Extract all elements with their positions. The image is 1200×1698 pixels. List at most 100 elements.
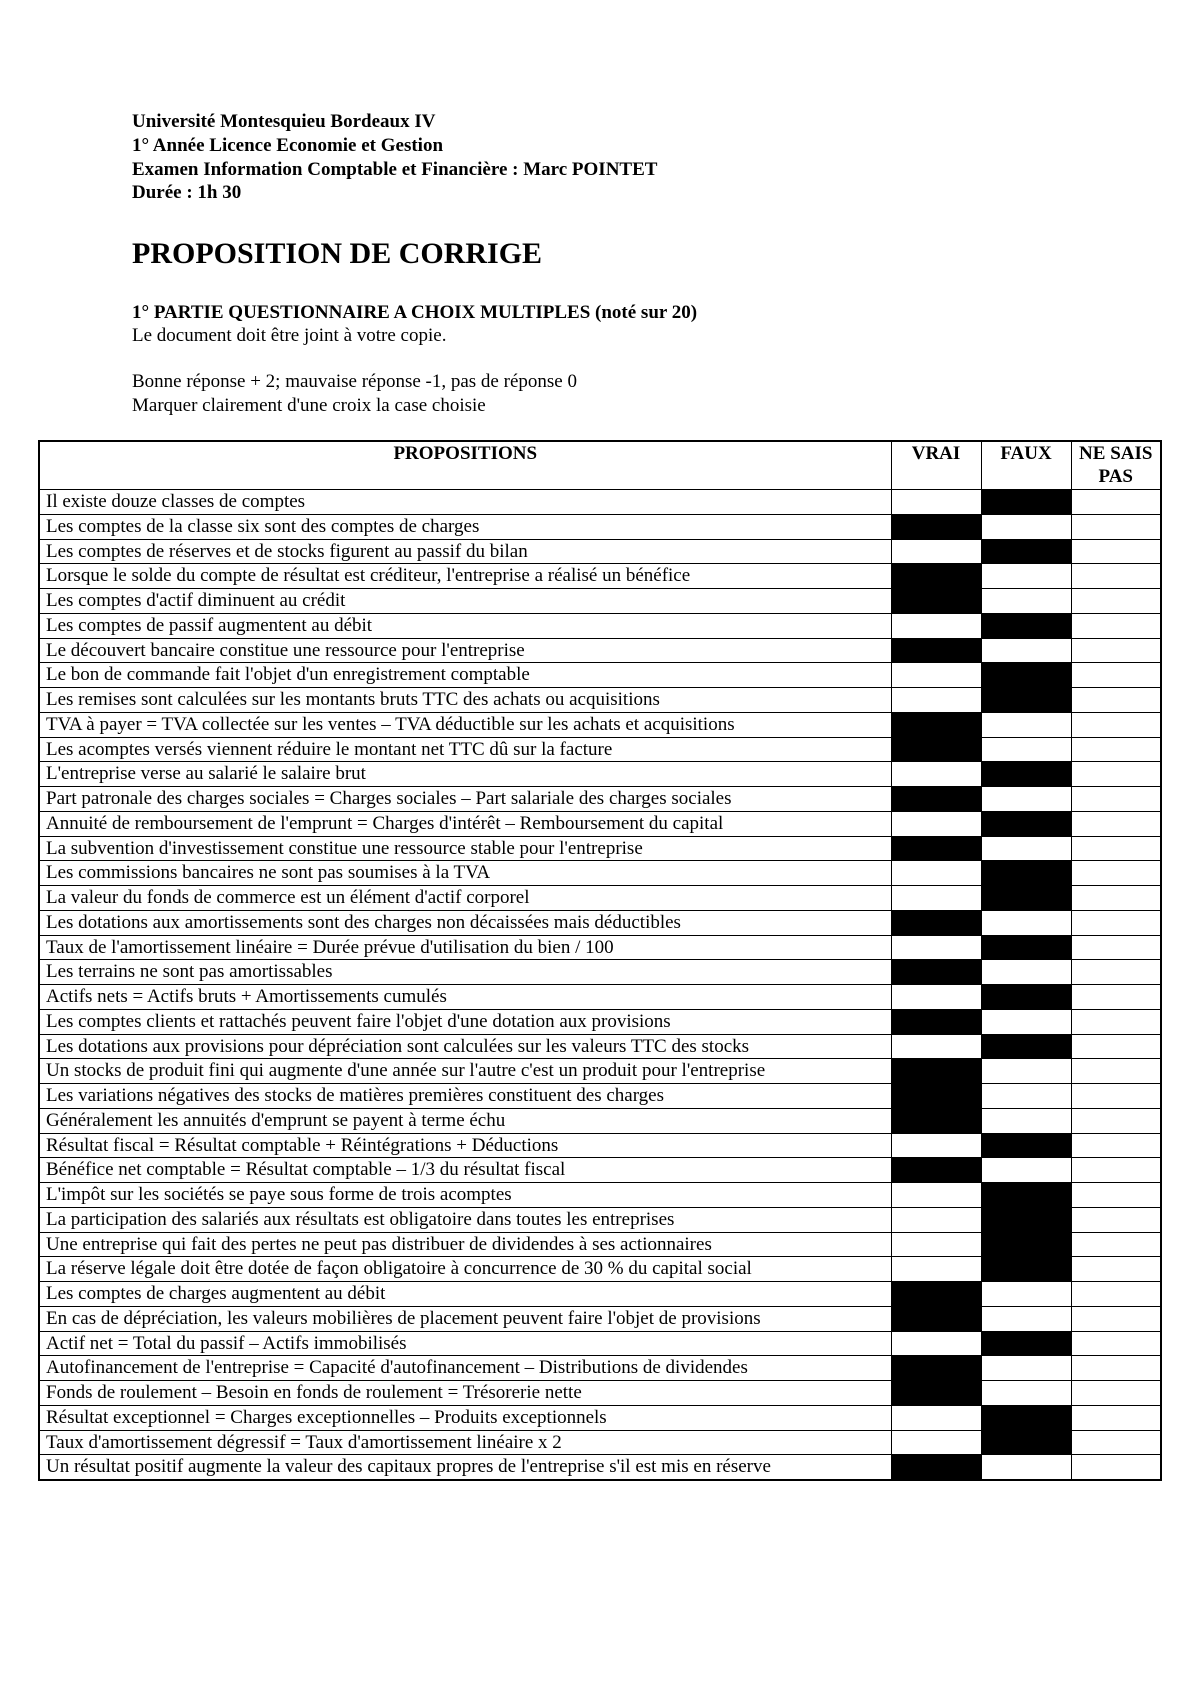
answer-cell-nesaispas[interactable] (1071, 1455, 1161, 1480)
answer-cell-vrai[interactable] (891, 613, 981, 638)
answer-cell-nesaispas[interactable] (1071, 564, 1161, 589)
answer-cell-faux[interactable] (981, 737, 1071, 762)
answer-cell-faux[interactable] (981, 712, 1071, 737)
answer-cell-vrai[interactable] (891, 1183, 981, 1208)
answer-cell-faux[interactable] (981, 1430, 1071, 1455)
answer-cell-vrai[interactable] (891, 712, 981, 737)
answer-cell-faux[interactable] (981, 688, 1071, 713)
answer-cell-faux[interactable] (981, 1059, 1071, 1084)
answer-cell-nesaispas[interactable] (1071, 1331, 1161, 1356)
answer-cell-nesaispas[interactable] (1071, 1034, 1161, 1059)
answer-cell-vrai[interactable] (891, 1455, 981, 1480)
answer-cell-nesaispas[interactable] (1071, 1381, 1161, 1406)
answer-cell-nesaispas[interactable] (1071, 1059, 1161, 1084)
answer-cell-vrai[interactable] (891, 861, 981, 886)
answer-cell-nesaispas[interactable] (1071, 1405, 1161, 1430)
answer-cell-vrai[interactable] (891, 663, 981, 688)
answer-cell-vrai[interactable] (891, 1331, 981, 1356)
answer-cell-nesaispas[interactable] (1071, 762, 1161, 787)
answer-cell-vrai[interactable] (891, 1084, 981, 1109)
answer-cell-faux[interactable] (981, 1331, 1071, 1356)
answer-cell-vrai[interactable] (891, 514, 981, 539)
answer-cell-nesaispas[interactable] (1071, 960, 1161, 985)
answer-cell-faux[interactable] (981, 1133, 1071, 1158)
answer-cell-nesaispas[interactable] (1071, 861, 1161, 886)
answer-cell-nesaispas[interactable] (1071, 811, 1161, 836)
answer-cell-faux[interactable] (981, 960, 1071, 985)
answer-cell-nesaispas[interactable] (1071, 1430, 1161, 1455)
answer-cell-faux[interactable] (981, 1405, 1071, 1430)
answer-cell-vrai[interactable] (891, 1108, 981, 1133)
answer-cell-faux[interactable] (981, 663, 1071, 688)
answer-cell-vrai[interactable] (891, 1257, 981, 1282)
answer-cell-faux[interactable] (981, 787, 1071, 812)
answer-cell-faux[interactable] (981, 1232, 1071, 1257)
answer-cell-faux[interactable] (981, 564, 1071, 589)
answer-cell-nesaispas[interactable] (1071, 737, 1161, 762)
answer-cell-faux[interactable] (981, 613, 1071, 638)
answer-cell-vrai[interactable] (891, 1133, 981, 1158)
answer-cell-faux[interactable] (981, 985, 1071, 1010)
answer-cell-vrai[interactable] (891, 1158, 981, 1183)
answer-cell-vrai[interactable] (891, 762, 981, 787)
answer-cell-faux[interactable] (981, 490, 1071, 515)
answer-cell-faux[interactable] (981, 539, 1071, 564)
answer-cell-vrai[interactable] (891, 811, 981, 836)
answer-cell-vrai[interactable] (891, 564, 981, 589)
answer-cell-nesaispas[interactable] (1071, 1356, 1161, 1381)
answer-cell-faux[interactable] (981, 861, 1071, 886)
answer-cell-vrai[interactable] (891, 1059, 981, 1084)
answer-cell-faux[interactable] (981, 1257, 1071, 1282)
answer-cell-faux[interactable] (981, 638, 1071, 663)
answer-cell-faux[interactable] (981, 836, 1071, 861)
answer-cell-faux[interactable] (981, 1158, 1071, 1183)
answer-cell-vrai[interactable] (891, 737, 981, 762)
answer-cell-faux[interactable] (981, 762, 1071, 787)
answer-cell-vrai[interactable] (891, 589, 981, 614)
answer-cell-faux[interactable] (981, 1108, 1071, 1133)
answer-cell-nesaispas[interactable] (1071, 1009, 1161, 1034)
answer-cell-nesaispas[interactable] (1071, 1232, 1161, 1257)
answer-cell-faux[interactable] (981, 935, 1071, 960)
answer-cell-nesaispas[interactable] (1071, 514, 1161, 539)
answer-cell-nesaispas[interactable] (1071, 613, 1161, 638)
answer-cell-faux[interactable] (981, 1282, 1071, 1307)
answer-cell-vrai[interactable] (891, 836, 981, 861)
answer-cell-nesaispas[interactable] (1071, 539, 1161, 564)
answer-cell-nesaispas[interactable] (1071, 935, 1161, 960)
answer-cell-faux[interactable] (981, 1207, 1071, 1232)
answer-cell-nesaispas[interactable] (1071, 1158, 1161, 1183)
answer-cell-faux[interactable] (981, 589, 1071, 614)
answer-cell-faux[interactable] (981, 910, 1071, 935)
answer-cell-nesaispas[interactable] (1071, 985, 1161, 1010)
answer-cell-vrai[interactable] (891, 688, 981, 713)
answer-cell-faux[interactable] (981, 886, 1071, 911)
answer-cell-vrai[interactable] (891, 960, 981, 985)
answer-cell-nesaispas[interactable] (1071, 836, 1161, 861)
answer-cell-nesaispas[interactable] (1071, 910, 1161, 935)
answer-cell-vrai[interactable] (891, 1207, 981, 1232)
answer-cell-nesaispas[interactable] (1071, 490, 1161, 515)
answer-cell-faux[interactable] (981, 1381, 1071, 1406)
answer-cell-nesaispas[interactable] (1071, 589, 1161, 614)
answer-cell-faux[interactable] (981, 1009, 1071, 1034)
answer-cell-faux[interactable] (981, 1183, 1071, 1208)
answer-cell-vrai[interactable] (891, 1430, 981, 1455)
answer-cell-vrai[interactable] (891, 1405, 981, 1430)
answer-cell-vrai[interactable] (891, 886, 981, 911)
answer-cell-faux[interactable] (981, 1356, 1071, 1381)
answer-cell-faux[interactable] (981, 1034, 1071, 1059)
answer-cell-vrai[interactable] (891, 490, 981, 515)
answer-cell-vrai[interactable] (891, 1232, 981, 1257)
answer-cell-faux[interactable] (981, 1455, 1071, 1480)
answer-cell-vrai[interactable] (891, 910, 981, 935)
answer-cell-nesaispas[interactable] (1071, 1183, 1161, 1208)
answer-cell-vrai[interactable] (891, 1306, 981, 1331)
answer-cell-vrai[interactable] (891, 787, 981, 812)
answer-cell-vrai[interactable] (891, 985, 981, 1010)
answer-cell-nesaispas[interactable] (1071, 1207, 1161, 1232)
answer-cell-nesaispas[interactable] (1071, 712, 1161, 737)
answer-cell-vrai[interactable] (891, 935, 981, 960)
answer-cell-vrai[interactable] (891, 1034, 981, 1059)
answer-cell-nesaispas[interactable] (1071, 1133, 1161, 1158)
